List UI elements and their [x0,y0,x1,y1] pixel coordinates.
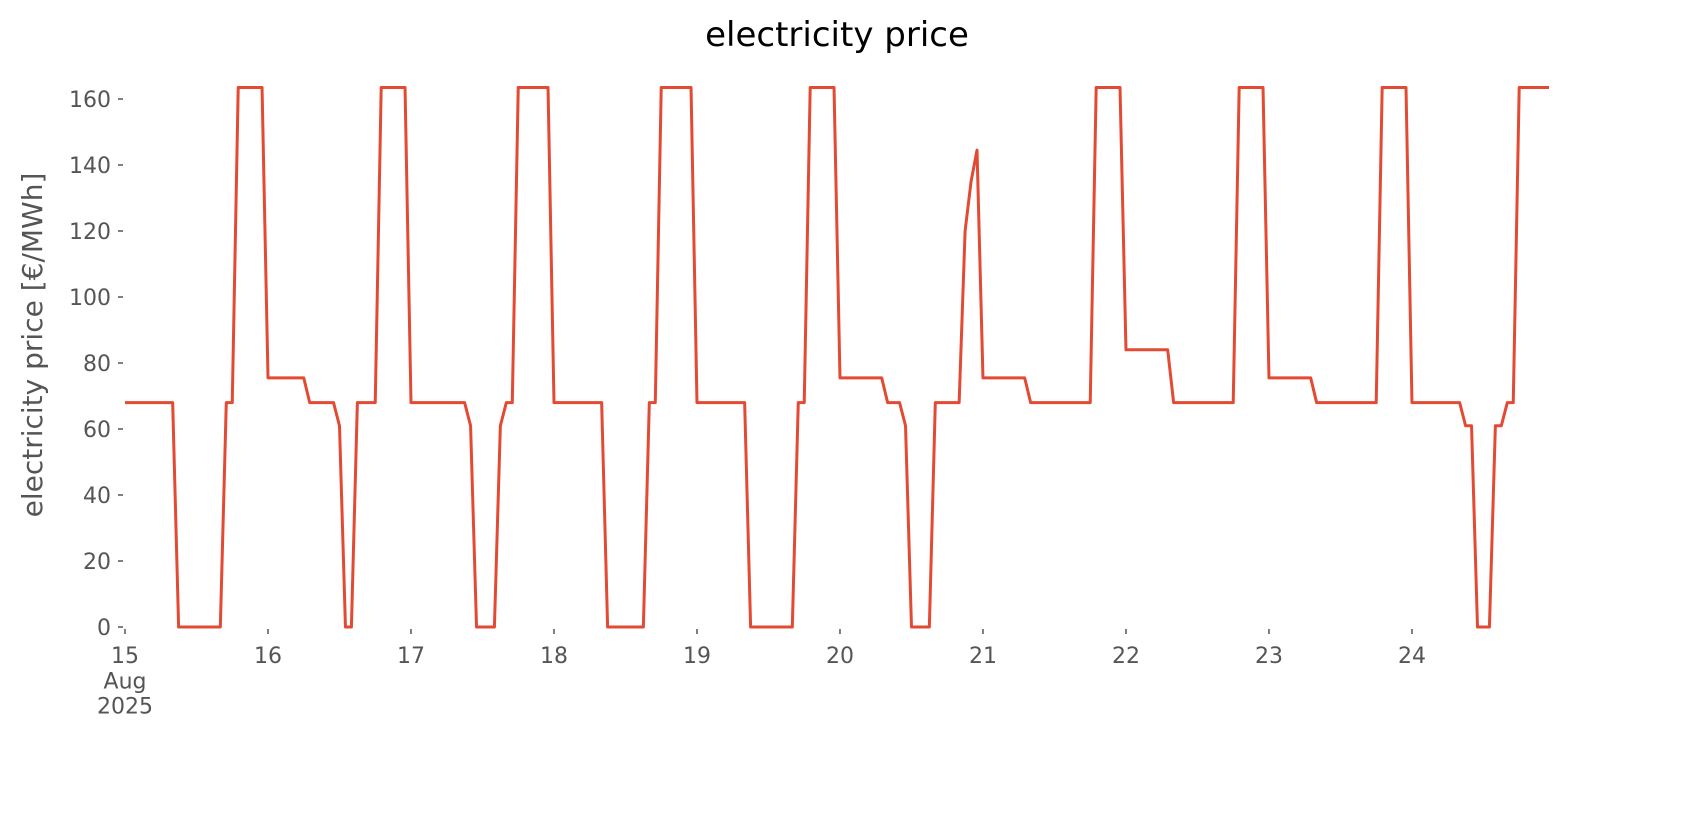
x-tick-label: 24 [1398,644,1426,669]
y-tick-label: 80 [83,352,111,377]
x-tick-label: 15 Aug 2025 [97,644,153,720]
y-axis-label: electricity price [€/MWh] [16,173,49,518]
x-tick-label: 16 [254,644,282,669]
x-tick-label: 22 [1112,644,1140,669]
y-tick-label: 140 [69,154,111,179]
x-tick-label: 23 [1255,644,1283,669]
x-tick-label: 21 [969,644,997,669]
x-tick-label: 17 [397,644,425,669]
x-tick-label: 18 [540,644,568,669]
y-tick-label: 20 [83,550,111,575]
y-tick-label: 40 [83,484,111,509]
y-tick-label: 100 [69,286,111,311]
x-tick-label: 20 [826,644,854,669]
y-tick-label: 0 [97,616,111,641]
x-tick-label: 19 [683,644,711,669]
chart-title: electricity price [705,15,969,55]
line-series [125,85,1549,629]
y-tick-label: 60 [83,418,111,443]
y-tick-label: 120 [69,220,111,245]
y-tick-label: 160 [69,88,111,113]
